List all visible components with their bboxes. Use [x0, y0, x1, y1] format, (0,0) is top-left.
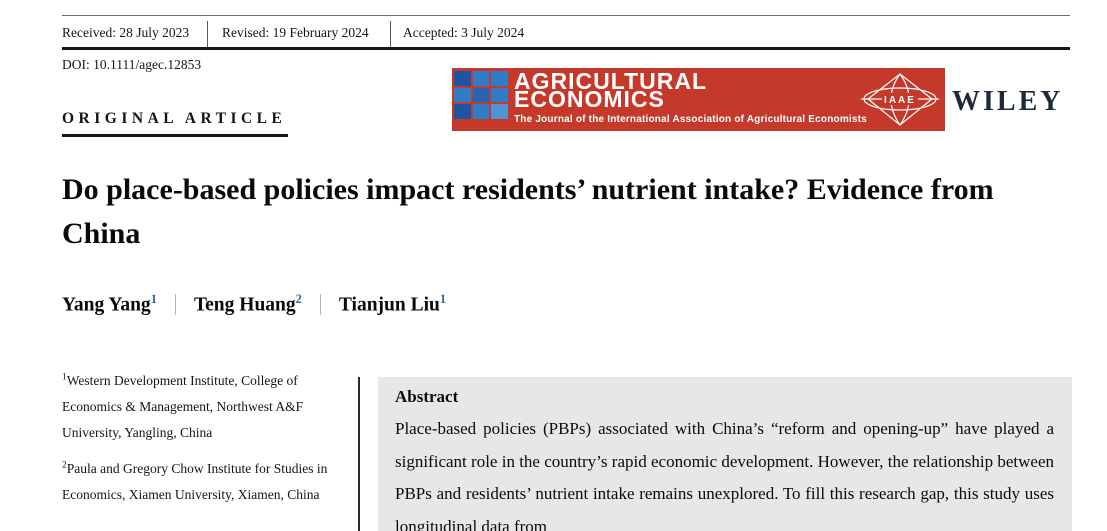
affiliations-block: 1Western Development Institute, College …: [62, 368, 338, 508]
journal-title-block: AGRICULTURAL ECONOMICS The Journal of th…: [514, 68, 867, 126]
journal-banner: AGRICULTURAL ECONOMICS The Journal of th…: [452, 68, 945, 131]
column-divider: [358, 377, 360, 531]
author-separator: [174, 293, 176, 315]
revised-date: Revised: 19 February 2024: [222, 25, 369, 40]
accepted-date: Accepted: 3 July 2024: [403, 25, 525, 40]
abstract-heading: Abstract: [395, 387, 459, 406]
journal-name-line2: ECONOMICS: [514, 86, 665, 112]
journal-name-line1: AGRICULTURAL: [514, 68, 707, 94]
journal-tagline: The Journal of the International Associa…: [514, 114, 867, 125]
grid-square: [454, 87, 471, 102]
grid-square: [491, 87, 508, 102]
page-title: Do place-based policies impact residents…: [62, 173, 994, 250]
author-name: Teng Huang2: [193, 292, 302, 316]
grid-square: [491, 104, 508, 119]
author-affiliation-marker: 2: [295, 292, 302, 306]
affiliation-item: 1Western Development Institute, College …: [62, 372, 304, 440]
wiley-logo: WILEY: [952, 86, 1064, 117]
abstract-section: Abstract Place-based policies (PBPs) ass…: [378, 377, 1072, 531]
affiliation-item: 2Paula and Gregory Chow Institute for St…: [62, 460, 328, 502]
author-affiliation-marker: 1: [439, 292, 447, 306]
iaae-globe-icon: IAAE: [861, 73, 939, 126]
article-type-label: ORIGINAL ARTICLE: [62, 110, 287, 127]
svg-text:IAAE: IAAE: [884, 95, 916, 106]
grid-square: [491, 71, 508, 86]
grid-square: [472, 71, 489, 86]
date-separator: [390, 21, 391, 48]
grid-square: [454, 71, 471, 86]
grid-square: [472, 87, 489, 102]
publisher-grid-icon: [454, 71, 508, 119]
grid-square: [454, 104, 471, 119]
author-separator: [319, 293, 321, 315]
author-list: Yang Yang1 Teng Huang2 Tianjun Liu1: [62, 292, 446, 317]
article-type-rule: [62, 134, 288, 137]
author-name: Tianjun Liu1: [338, 292, 447, 316]
doi-text: DOI: 10.1111/agec.12853: [62, 57, 202, 72]
author-name: Yang Yang1: [62, 292, 157, 316]
top-rule: [62, 15, 1070, 16]
date-separator: [207, 21, 208, 48]
abstract-body: Place-based policies (PBPs) associated w…: [395, 419, 1054, 531]
grid-square: [472, 104, 489, 119]
header-rule: [62, 47, 1070, 50]
author-affiliation-marker: 1: [150, 292, 157, 306]
received-date: Received: 28 July 2023: [62, 25, 190, 40]
